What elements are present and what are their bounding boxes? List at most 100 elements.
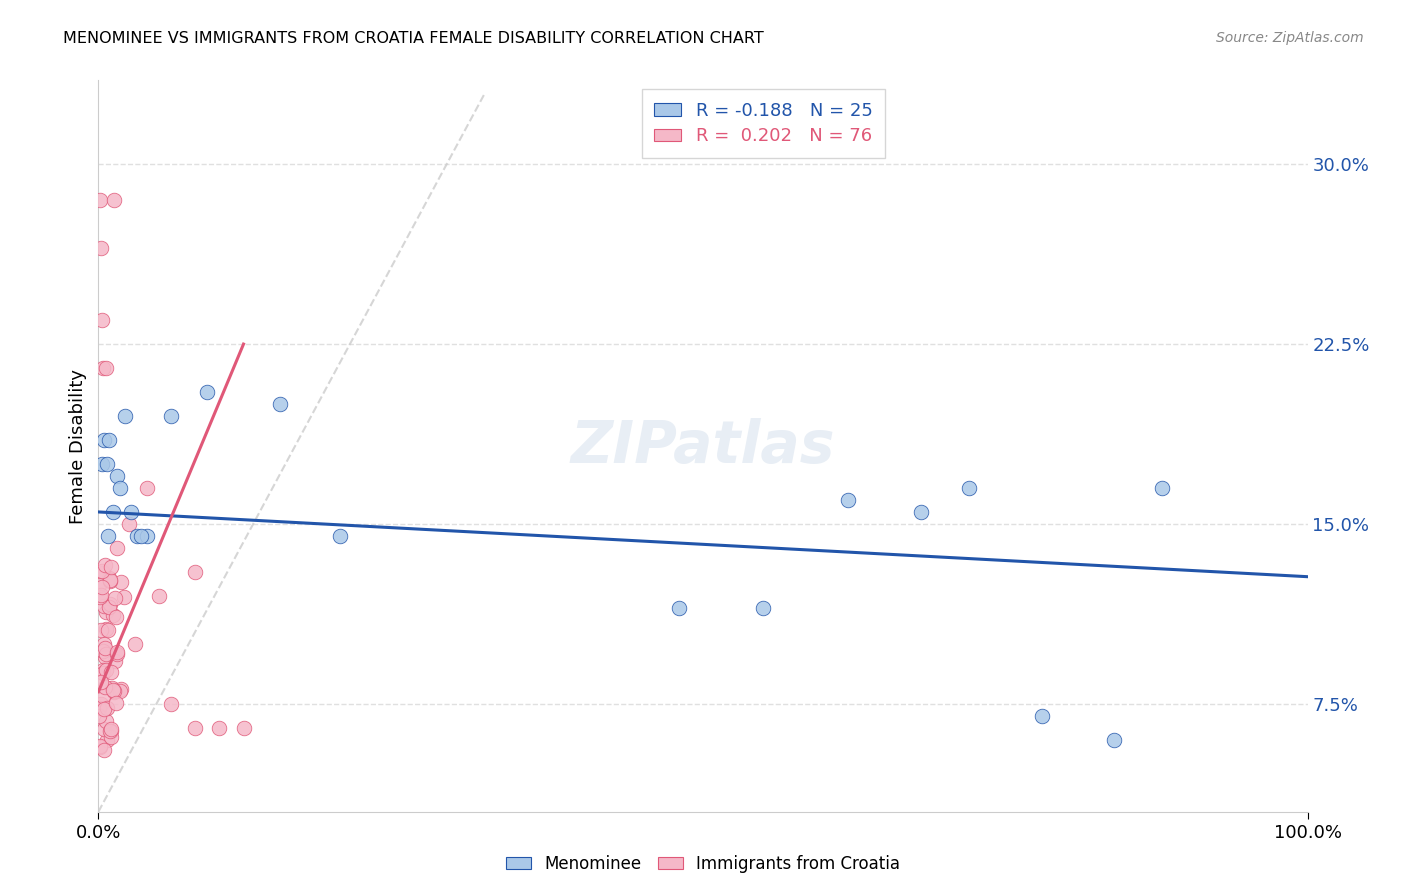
Point <box>100 724 122 739</box>
Point <box>108 481 131 495</box>
Point <box>93 666 115 681</box>
Point <box>96 701 118 715</box>
Point <box>91 580 114 594</box>
Point <box>910 505 932 519</box>
Point <box>98 597 121 611</box>
Point <box>1102 732 1125 747</box>
Point <box>98 574 121 588</box>
Point <box>91 689 114 703</box>
Point <box>90 697 112 711</box>
Point <box>93 599 115 613</box>
Point <box>91 566 114 581</box>
Text: ZIPatlas: ZIPatlas <box>571 417 835 475</box>
Point <box>105 697 128 711</box>
Legend: Menominee, Immigrants from Croatia: Menominee, Immigrants from Croatia <box>499 848 907 880</box>
Point <box>103 193 125 207</box>
Point <box>114 409 136 423</box>
Point <box>129 529 152 543</box>
Point <box>91 361 114 376</box>
Point <box>91 457 114 471</box>
Point <box>105 541 128 555</box>
Point <box>112 590 135 604</box>
Point <box>148 589 170 603</box>
Point <box>91 663 114 677</box>
Point <box>184 721 207 735</box>
Point <box>127 529 149 543</box>
Point <box>103 682 125 697</box>
Point <box>89 739 111 753</box>
Point <box>184 565 207 579</box>
Point <box>124 637 146 651</box>
Point <box>97 529 120 543</box>
Point <box>94 558 117 573</box>
Point <box>135 481 157 495</box>
Point <box>89 739 111 754</box>
Point <box>101 681 124 696</box>
Point <box>105 647 128 661</box>
Point <box>87 701 110 715</box>
Point <box>118 516 141 531</box>
Point <box>100 722 122 736</box>
Text: MENOMINEE VS IMMIGRANTS FROM CROATIA FEMALE DISABILITY CORRELATION CHART: MENOMINEE VS IMMIGRANTS FROM CROATIA FEM… <box>63 31 763 46</box>
Point <box>89 193 111 207</box>
Y-axis label: Female Disability: Female Disability <box>69 368 87 524</box>
Point <box>94 623 117 637</box>
Point <box>94 650 117 665</box>
Point <box>160 697 183 711</box>
Point <box>87 709 110 723</box>
Point <box>668 600 690 615</box>
Point <box>94 641 117 656</box>
Point <box>90 623 112 637</box>
Point <box>94 605 117 619</box>
Point <box>96 457 118 471</box>
Point <box>195 385 218 400</box>
Point <box>89 590 111 604</box>
Point <box>837 492 859 507</box>
Point <box>269 397 291 411</box>
Point <box>90 675 112 690</box>
Point <box>752 600 775 615</box>
Point <box>94 680 117 694</box>
Point <box>957 481 980 495</box>
Text: Source: ZipAtlas.com: Source: ZipAtlas.com <box>1216 31 1364 45</box>
Point <box>100 730 122 744</box>
Point <box>110 574 132 589</box>
Point <box>104 591 127 605</box>
Point <box>103 683 125 698</box>
Point <box>93 702 115 716</box>
Point <box>90 588 112 602</box>
Point <box>89 577 111 591</box>
Point <box>104 610 127 624</box>
Point <box>93 722 115 736</box>
Point <box>93 743 115 757</box>
Point <box>160 409 183 423</box>
Point <box>232 721 254 735</box>
Point <box>93 644 115 658</box>
Point <box>94 663 117 677</box>
Point <box>329 529 352 543</box>
Point <box>105 469 128 483</box>
Point <box>1031 708 1053 723</box>
Point <box>98 573 121 587</box>
Point <box>97 571 120 585</box>
Point <box>103 654 125 668</box>
Legend: R = -0.188   N = 25, R =  0.202   N = 76: R = -0.188 N = 25, R = 0.202 N = 76 <box>641 89 886 158</box>
Point <box>91 313 114 327</box>
Point <box>94 714 117 728</box>
Point <box>93 433 115 447</box>
Point <box>1152 481 1174 495</box>
Point <box>105 645 128 659</box>
Point <box>101 505 124 519</box>
Point <box>100 665 122 679</box>
Point <box>101 607 124 622</box>
Point <box>100 560 122 574</box>
Point <box>91 564 114 578</box>
Point <box>103 685 125 699</box>
Point <box>96 647 118 661</box>
Point <box>98 433 121 447</box>
Point <box>93 637 115 651</box>
Point <box>90 241 112 255</box>
Point <box>110 684 132 698</box>
Point <box>135 529 157 543</box>
Point <box>120 505 142 519</box>
